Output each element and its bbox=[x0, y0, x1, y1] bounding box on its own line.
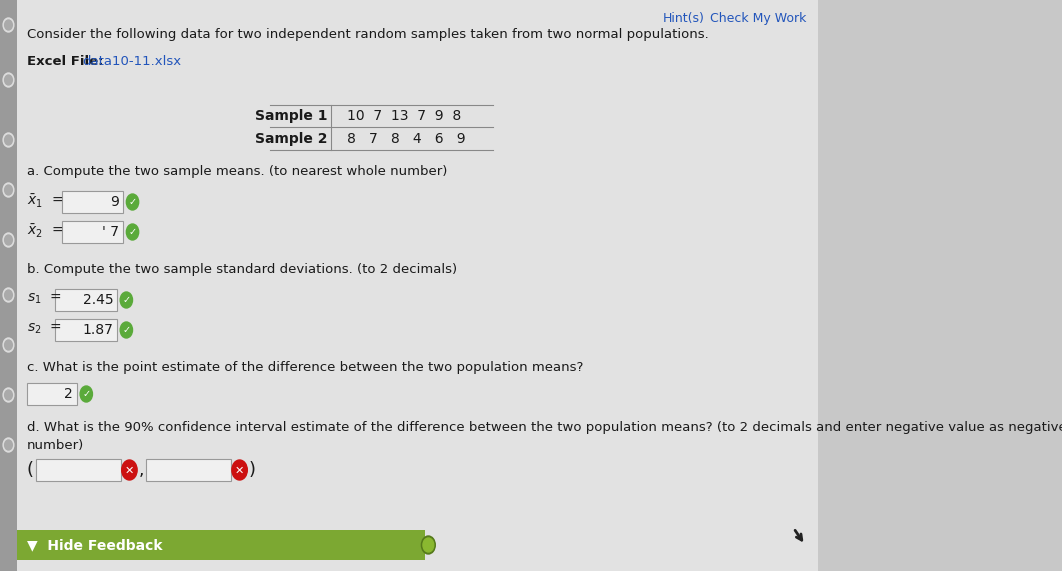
Text: (: ( bbox=[27, 461, 34, 479]
Circle shape bbox=[126, 224, 139, 240]
Text: Excel File:: Excel File: bbox=[27, 55, 108, 68]
Text: Sample 1: Sample 1 bbox=[255, 109, 327, 123]
FancyBboxPatch shape bbox=[55, 289, 117, 311]
Text: $\bar{x}_1$  =: $\bar{x}_1$ = bbox=[27, 192, 64, 210]
Circle shape bbox=[80, 386, 92, 402]
Circle shape bbox=[4, 290, 13, 300]
Circle shape bbox=[3, 288, 14, 302]
Text: d. What is the 90% confidence interval estimate of the difference between the tw: d. What is the 90% confidence interval e… bbox=[27, 421, 1062, 434]
Text: 2: 2 bbox=[65, 387, 73, 401]
Text: Check My Work: Check My Work bbox=[710, 12, 807, 25]
Circle shape bbox=[4, 235, 13, 245]
FancyBboxPatch shape bbox=[36, 459, 121, 481]
Circle shape bbox=[3, 183, 14, 197]
FancyBboxPatch shape bbox=[0, 0, 17, 571]
Circle shape bbox=[3, 18, 14, 32]
Circle shape bbox=[3, 338, 14, 352]
Text: ✓: ✓ bbox=[122, 325, 131, 336]
Circle shape bbox=[3, 133, 14, 147]
Circle shape bbox=[3, 73, 14, 87]
Circle shape bbox=[4, 75, 13, 85]
Circle shape bbox=[120, 292, 133, 308]
Text: a. Compute the two sample means. (to nearest whole number): a. Compute the two sample means. (to nea… bbox=[27, 165, 447, 178]
Circle shape bbox=[126, 194, 139, 210]
Text: ✕: ✕ bbox=[124, 465, 134, 476]
Text: ): ) bbox=[249, 461, 256, 479]
FancyBboxPatch shape bbox=[17, 530, 425, 560]
Text: 2.45: 2.45 bbox=[83, 293, 114, 307]
Circle shape bbox=[3, 233, 14, 247]
Circle shape bbox=[4, 390, 13, 400]
Text: $\bar{x}_2$  =: $\bar{x}_2$ = bbox=[27, 222, 64, 240]
Text: 1.87: 1.87 bbox=[83, 323, 114, 337]
Text: data10-11.xlsx: data10-11.xlsx bbox=[83, 55, 182, 68]
Text: $s_1$  =: $s_1$ = bbox=[27, 292, 62, 306]
Text: ,: , bbox=[139, 461, 144, 479]
Text: $s_2$  =: $s_2$ = bbox=[27, 322, 62, 336]
Circle shape bbox=[4, 135, 13, 145]
FancyBboxPatch shape bbox=[62, 191, 123, 213]
Text: c. What is the point estimate of the difference between the two population means: c. What is the point estimate of the dif… bbox=[27, 361, 583, 374]
FancyBboxPatch shape bbox=[62, 221, 123, 243]
FancyBboxPatch shape bbox=[17, 0, 818, 571]
Circle shape bbox=[4, 20, 13, 30]
Text: Sample 2: Sample 2 bbox=[255, 132, 327, 146]
Circle shape bbox=[120, 322, 133, 338]
Circle shape bbox=[422, 536, 435, 554]
FancyBboxPatch shape bbox=[147, 459, 232, 481]
Text: 10  7  13  7  9  8: 10 7 13 7 9 8 bbox=[346, 109, 461, 123]
Circle shape bbox=[122, 460, 137, 480]
Circle shape bbox=[3, 438, 14, 452]
Text: ✓: ✓ bbox=[129, 227, 137, 238]
Circle shape bbox=[3, 388, 14, 402]
Circle shape bbox=[4, 340, 13, 350]
Text: ✕: ✕ bbox=[235, 465, 244, 476]
FancyBboxPatch shape bbox=[55, 319, 117, 341]
Circle shape bbox=[4, 185, 13, 195]
Text: Hint(s): Hint(s) bbox=[663, 12, 704, 25]
Text: ▼  Hide Feedback: ▼ Hide Feedback bbox=[27, 538, 162, 552]
Text: ✓: ✓ bbox=[129, 198, 137, 207]
Text: ✓: ✓ bbox=[122, 296, 131, 305]
Circle shape bbox=[232, 460, 247, 480]
Text: ✓: ✓ bbox=[82, 389, 90, 400]
FancyBboxPatch shape bbox=[27, 383, 78, 405]
Circle shape bbox=[423, 538, 433, 552]
Circle shape bbox=[4, 440, 13, 450]
Text: number): number) bbox=[27, 439, 84, 452]
Text: 8   7   8   4   6   9: 8 7 8 4 6 9 bbox=[346, 132, 465, 146]
Text: ' 7: ' 7 bbox=[102, 225, 119, 239]
Text: b. Compute the two sample standard deviations. (to 2 decimals): b. Compute the two sample standard devia… bbox=[27, 263, 457, 276]
Text: Consider the following data for two independent random samples taken from two no: Consider the following data for two inde… bbox=[27, 28, 708, 41]
Text: 9: 9 bbox=[110, 195, 119, 209]
